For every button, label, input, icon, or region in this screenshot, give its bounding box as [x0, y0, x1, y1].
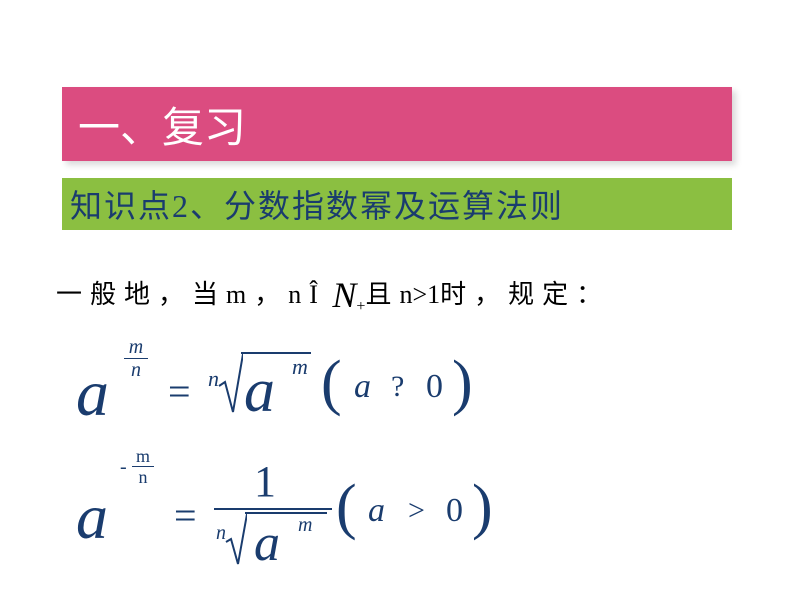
header-pink: 一、复习 — [62, 87, 732, 161]
f2-cond-op: > — [408, 494, 425, 528]
f2-exp-denominator: n — [132, 469, 154, 485]
f2-equals: = — [174, 492, 197, 539]
f1-cond-op: ? — [391, 370, 404, 404]
subheader-title: 知识点2、分数指数幂及运算法则 — [70, 181, 564, 227]
f2-fraction-bar — [214, 508, 332, 510]
header-green: 知识点2、分数指数幂及运算法则 — [62, 178, 732, 230]
f2-paren-right: ) — [472, 472, 493, 543]
element-of-symbol: Î — [309, 280, 318, 309]
f2-cond-val: 0 — [446, 492, 463, 530]
body-middle: 且 — [365, 280, 399, 309]
f2-base: a — [76, 480, 108, 554]
header-title: 一、复习 — [78, 94, 246, 155]
f1-exponent-fraction: m n — [124, 338, 148, 379]
f2-exp-sign: - — [120, 456, 127, 479]
f2-radical-symbol — [225, 512, 247, 566]
f2-exponent-fraction: m n — [132, 448, 154, 485]
f2-exp-numerator: m — [132, 448, 154, 464]
f1-equals: = — [168, 368, 191, 415]
body-prefix: 一般地，当m，n — [56, 280, 309, 309]
body-sentence: 一般地，当m，nÎ N+且n>1时，规定： — [56, 274, 610, 316]
f1-radical-symbol — [217, 352, 243, 414]
f1-radicand-exp: m — [292, 354, 308, 380]
f1-base: a — [76, 356, 109, 432]
f1-exp-numerator: m — [124, 338, 148, 356]
f1-cond-val: 0 — [426, 368, 443, 406]
f1-paren-left: ( — [321, 348, 342, 419]
f2-cond-var: a — [368, 492, 385, 530]
body-condition: n>1 — [399, 280, 440, 309]
f1-cond-var: a — [354, 368, 371, 406]
f1-radicand-base: a — [244, 356, 275, 427]
f2-numerator: 1 — [254, 456, 276, 507]
f2-paren-left: ( — [336, 472, 357, 543]
f1-paren-right: ) — [452, 348, 473, 419]
f1-exp-denominator: n — [124, 361, 148, 379]
body-suffix: 时，规定： — [440, 280, 610, 309]
set-symbol: N — [332, 275, 356, 315]
f2-radicand-exp: m — [298, 514, 312, 537]
f2-radicand-base: a — [254, 514, 280, 573]
